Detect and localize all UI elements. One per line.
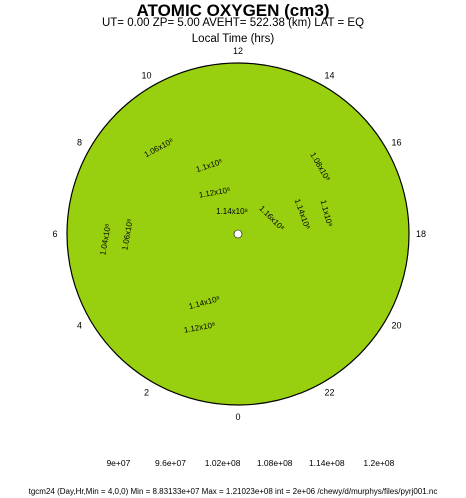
colorbar-tick-label: 1.08e+08 [257,458,293,468]
local-time-tick: 14 [324,71,334,81]
colorbar-tick-label: 9e+07 [106,458,130,468]
colorbar-tick-label: 1.02e+08 [205,458,241,468]
local-time-tick: 20 [391,321,401,331]
local-time-tick: 8 [77,138,82,148]
local-time-tick: 0 [235,412,240,422]
local-time-tick: 6 [52,229,57,239]
chart-title: ATOMIC OXYGEN (cm3) [136,1,330,20]
local-time-tick: 4 [77,321,82,331]
local-time-tick: 22 [324,388,334,398]
local-time-tick: 2 [144,388,149,398]
local-time-tick: 10 [141,71,151,81]
chart-subtitle: UT= 0.00 ZP= 5.00 AVEHT= 522.38 (km) LAT… [101,17,365,29]
pole-marker [233,229,243,239]
local-time-tick: 18 [416,229,426,239]
colorbar-tick-label: 1.14e+08 [309,458,345,468]
local-time-label: Local Time (hrs) [191,33,275,45]
footer-info: tgcm24 (Day,Hr,Min = 4,0,0) Min = 8.8313… [28,487,438,496]
colorbar-tick-label: 9.6e+07 [155,458,186,468]
contour-label: 1.14x10⁸ [216,207,248,216]
disc-border [66,62,410,406]
colorbar-tick-label: 1.2e+08 [363,458,394,468]
local-time-tick: 16 [391,138,401,148]
local-time-tick: 12 [233,46,243,56]
